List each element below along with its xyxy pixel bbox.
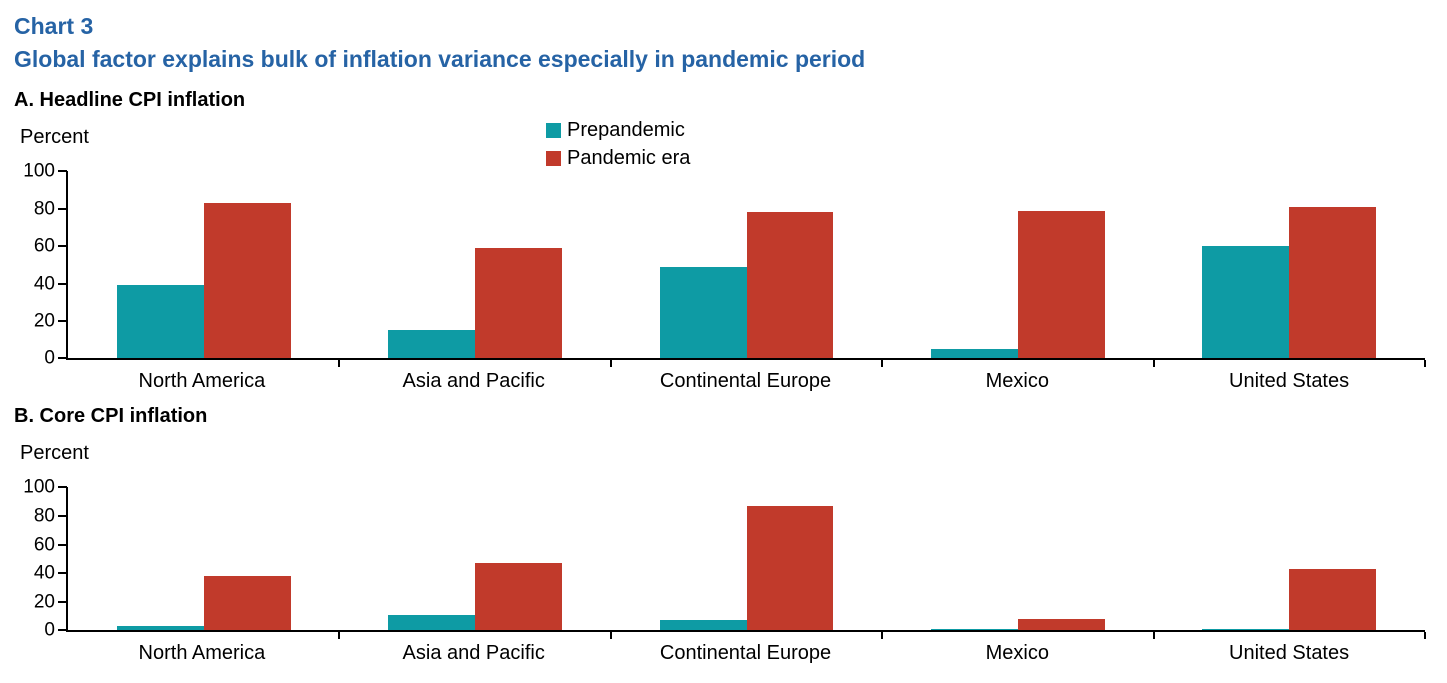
category-group-north-america — [68, 171, 341, 368]
y-tick-0: 0 — [44, 349, 67, 368]
y-tick-label: 100 — [23, 160, 55, 182]
y-tick-label: 20 — [33, 310, 55, 332]
x-label-mexico: Mexico — [985, 642, 1049, 665]
bar-pandemic-era-asia-and-pacific — [475, 247, 562, 359]
bar-prepandemic-continental-europe — [659, 266, 747, 359]
bar-pandemic-era-north-america — [203, 575, 291, 631]
y-tick-label: 100 — [23, 476, 55, 498]
category-group-north-america — [68, 487, 341, 640]
y-tick-label: 60 — [33, 235, 55, 257]
plot-area: 0 20 40 60 80 100 — [23, 478, 1427, 640]
y-tick-label: 0 — [44, 347, 55, 369]
bar-prepandemic-mexico — [931, 628, 1018, 631]
legend: Prepandemic Pandemic era — [546, 119, 690, 175]
bar-pair — [116, 171, 291, 359]
category-group-mexico — [882, 487, 1156, 640]
bar-pair — [931, 487, 1105, 631]
bar-prepandemic-continental-europe — [659, 620, 747, 631]
legend-swatch-prepandemic — [546, 123, 561, 139]
category-group-asia-and-pacific — [339, 171, 613, 368]
bar-pandemic-era-asia-and-pacific — [475, 563, 562, 631]
x-axis-labels: North America Asia and Pacific Continental… — [66, 642, 1425, 665]
bar-groups — [68, 171, 1427, 368]
y-tick-label: 0 — [44, 619, 55, 641]
bar-prepandemic-asia-and-pacific — [388, 330, 476, 359]
category-group-mexico — [882, 171, 1156, 368]
y-tick-100: 100 — [23, 478, 67, 497]
x-label-united-states: United States — [1229, 370, 1350, 393]
legend-item-prepandemic: Prepandemic — [546, 119, 690, 142]
bar-prepandemic-north-america — [116, 285, 204, 359]
y-axis-unit-label-b: Percent — [20, 442, 89, 465]
chart-title: Global factor explains bulk of inflation… — [14, 45, 866, 72]
panel-b-title: B. Core CPI inflation — [14, 405, 208, 428]
bar-groups — [68, 487, 1427, 640]
y-tick-label: 20 — [33, 591, 55, 613]
bar-pair — [116, 487, 291, 631]
y-tick-label: 40 — [33, 273, 55, 295]
bar-pair — [659, 487, 834, 631]
y-tick-label: 80 — [33, 505, 55, 527]
bar-prepandemic-asia-and-pacific — [388, 614, 476, 631]
x-axis-labels: North America Asia and Pacific Continental… — [66, 370, 1425, 393]
legend-swatch-pandemic-era — [546, 151, 561, 167]
y-tick-100: 100 — [23, 162, 67, 181]
y-tick-20: 20 — [34, 311, 67, 330]
category-group-continental-europe — [611, 171, 884, 368]
bar-pandemic-era-mexico — [1017, 210, 1105, 359]
bar-prepandemic-mexico — [931, 348, 1018, 359]
y-tick-label: 40 — [33, 562, 55, 584]
bar-pair — [659, 171, 834, 359]
y-axis-unit-label-a: Percent — [20, 126, 89, 149]
bar-pair — [1202, 487, 1377, 631]
x-label-asia-and-pacific: Asia and Pacific — [402, 642, 545, 665]
y-tick-0: 0 — [44, 621, 67, 640]
category-group-asia-and-pacific — [339, 487, 613, 640]
bar-pandemic-era-mexico — [1017, 618, 1105, 631]
y-tick-40: 40 — [34, 274, 67, 293]
panel-a-title: A. Headline CPI inflation — [14, 89, 246, 112]
plot-area: 0 20 40 60 80 100 — [23, 162, 1427, 368]
x-label-continental-europe: Continental Europe — [659, 370, 832, 393]
bar-pair — [388, 171, 562, 359]
panel-core-cpi: B. Core CPI inflation Percent 0 20 40 60 80 1… — [14, 405, 1435, 665]
bar-prepandemic-united-states — [1202, 628, 1290, 631]
y-tick-60: 60 — [34, 535, 67, 554]
panel-headline-cpi: A. Headline CPI inflation Percent Prepan… — [14, 89, 1435, 393]
bar-pandemic-era-united-states — [1289, 568, 1377, 631]
y-tick-20: 20 — [34, 592, 67, 611]
bar-prepandemic-united-states — [1202, 246, 1290, 359]
x-label-united-states: United States — [1229, 642, 1350, 665]
bar-pair — [931, 171, 1105, 359]
x-label-asia-and-pacific: Asia and Pacific — [402, 370, 545, 393]
category-group-united-states — [1154, 171, 1427, 368]
x-label-continental-europe: Continental Europe — [659, 642, 832, 665]
bar-pandemic-era-continental-europe — [746, 505, 834, 631]
x-label-mexico: Mexico — [985, 370, 1049, 393]
bar-prepandemic-north-america — [116, 626, 204, 631]
bar-pandemic-era-united-states — [1289, 206, 1377, 359]
bar-pair — [1202, 171, 1377, 359]
chart-number: Chart 3 — [14, 13, 94, 39]
bar-pandemic-era-continental-europe — [746, 212, 834, 359]
x-label-north-america: North America — [138, 642, 266, 665]
x-label-north-america: North America — [138, 370, 266, 393]
y-tick-80: 80 — [34, 199, 67, 218]
legend-item-pandemic-era: Pandemic era — [546, 147, 690, 170]
category-group-continental-europe — [611, 487, 884, 640]
y-tick-80: 80 — [34, 506, 67, 525]
y-tick-label: 80 — [33, 198, 55, 220]
legend-label: Pandemic era — [567, 147, 691, 170]
y-tick-40: 40 — [34, 564, 67, 583]
figure-header: Chart 3 Global factor explains bulk of i… — [14, 10, 1435, 75]
y-tick-label: 60 — [33, 534, 55, 556]
bar-pandemic-era-north-america — [203, 203, 291, 359]
category-group-united-states — [1154, 487, 1427, 640]
legend-label: Prepandemic — [567, 119, 685, 142]
bar-pair — [388, 487, 562, 631]
y-tick-60: 60 — [34, 237, 67, 256]
